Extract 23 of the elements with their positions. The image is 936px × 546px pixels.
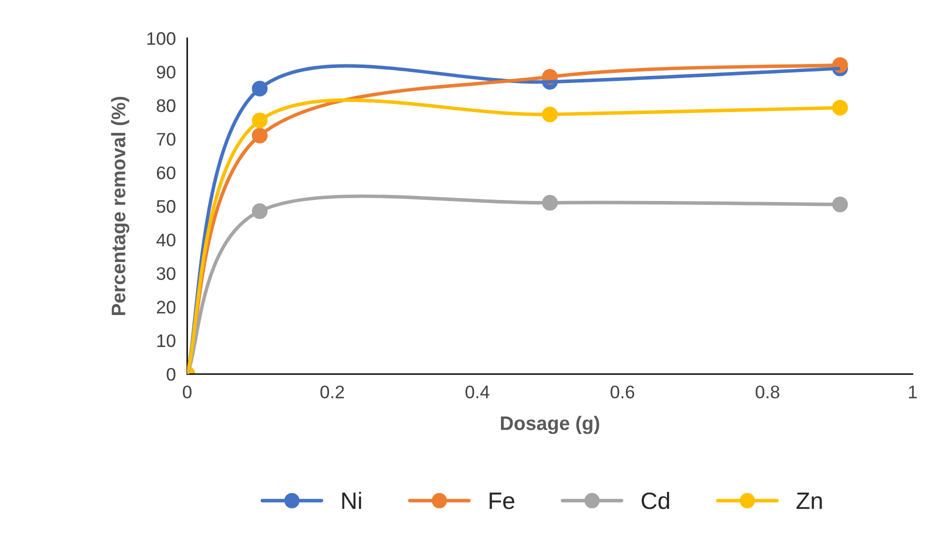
x-tick-label: 1 (908, 386, 917, 398)
legend-label: Cd (642, 492, 670, 510)
x-tick-label: 0 (182, 386, 192, 398)
x-tick-label: 0.6 (610, 386, 634, 398)
y-tick-label: 40 (156, 234, 176, 246)
x-tick-label: 0.8 (756, 386, 780, 398)
y-tick-label: 100 (147, 32, 176, 45)
legend-label: Zn (796, 492, 822, 509)
x-tick-label: 0.2 (320, 386, 344, 398)
x-tick-label: 0.4 (466, 386, 490, 398)
y-tick-label: 30 (156, 267, 176, 280)
x-axis-title: Dosage (g) (500, 416, 600, 434)
y-tick-label: 70 (156, 132, 176, 146)
y-tick-label: 50 (156, 200, 176, 213)
y-tick-label: 0 (166, 368, 176, 381)
legend-label: Ni (342, 492, 362, 509)
y-tick-label: 20 (156, 300, 176, 314)
y-tick-label: 80 (156, 99, 176, 112)
legend-label: Fe (490, 492, 514, 510)
y-axis-title: Percentage removal (%) (111, 96, 130, 316)
y-tick-label: 10 (157, 334, 176, 348)
y-tick-label: 90 (156, 66, 176, 79)
y-tick-label: 60 (156, 166, 176, 180)
